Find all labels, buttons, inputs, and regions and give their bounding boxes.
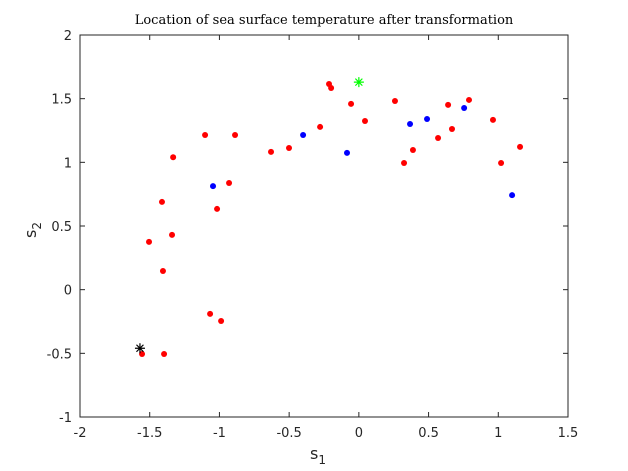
scatter-point: [461, 104, 468, 111]
scatter-point: [300, 131, 307, 138]
scatter-point: [146, 238, 153, 245]
scatter-point: [161, 350, 168, 357]
scatter-point: [391, 97, 398, 104]
scatter-point: [517, 143, 524, 150]
x-tick-label: -2: [74, 426, 87, 441]
scatter-point: [448, 125, 455, 132]
scatter-point: [445, 101, 452, 108]
x-label-sub: 1: [318, 453, 326, 467]
y-label-base: s: [21, 230, 40, 238]
scatter-point: [489, 116, 496, 123]
scatter-point: [344, 149, 351, 156]
x-axis-label: s1: [310, 444, 326, 467]
y-tick-label: 2: [64, 29, 72, 44]
x-tick-label: 0: [355, 426, 363, 441]
scatter-point: [361, 117, 368, 124]
x-tick-label: 0.5: [418, 426, 439, 441]
scatter-point: [424, 116, 431, 123]
x-tick-label: -1: [213, 426, 226, 441]
scatter-point: [401, 159, 408, 166]
y-tick-label: 0.5: [51, 220, 72, 235]
scatter-point: [435, 135, 442, 142]
scatter-point: [348, 100, 355, 107]
x-tick-label: 1.5: [558, 426, 579, 441]
y-tick-label: 0: [64, 284, 72, 299]
scatter-point: [328, 84, 335, 91]
scatter-point: [214, 205, 221, 212]
scatter-point: [286, 144, 293, 151]
scatter-point: [170, 154, 177, 161]
chart-title: Location of sea surface temperature afte…: [135, 13, 514, 28]
x-label-base: s: [310, 444, 318, 463]
scatter-point: [317, 123, 324, 130]
scatter-point: [409, 146, 416, 153]
y-axis-label: s2: [21, 222, 44, 238]
scatter-point: [158, 198, 165, 205]
scatter-point: [207, 310, 214, 317]
y-tick-label: 1: [64, 156, 72, 171]
x-tick-label: 1: [494, 426, 502, 441]
scatter-point: [226, 179, 233, 186]
y-tick-label: -0.5: [47, 347, 72, 362]
scatter-point: [498, 159, 505, 166]
scatter-point: [210, 183, 217, 190]
scatter-point: [202, 131, 209, 138]
scatter-point: [268, 148, 275, 155]
y-tick-label: -1: [59, 411, 72, 426]
scatter-point: [169, 231, 176, 238]
y-label-sub: 2: [30, 222, 44, 230]
x-tick-label: -1.5: [137, 426, 162, 441]
star-marker: [134, 343, 145, 354]
scatter-point: [466, 96, 473, 103]
scatter-point: [407, 121, 414, 128]
scatter-point: [218, 317, 225, 324]
scatter-point: [509, 192, 516, 199]
star-marker: [353, 77, 364, 88]
scatter-point: [159, 267, 166, 274]
x-tick-label: -0.5: [276, 426, 301, 441]
scatter-point: [232, 131, 239, 138]
y-tick-label: 1.5: [51, 93, 72, 108]
